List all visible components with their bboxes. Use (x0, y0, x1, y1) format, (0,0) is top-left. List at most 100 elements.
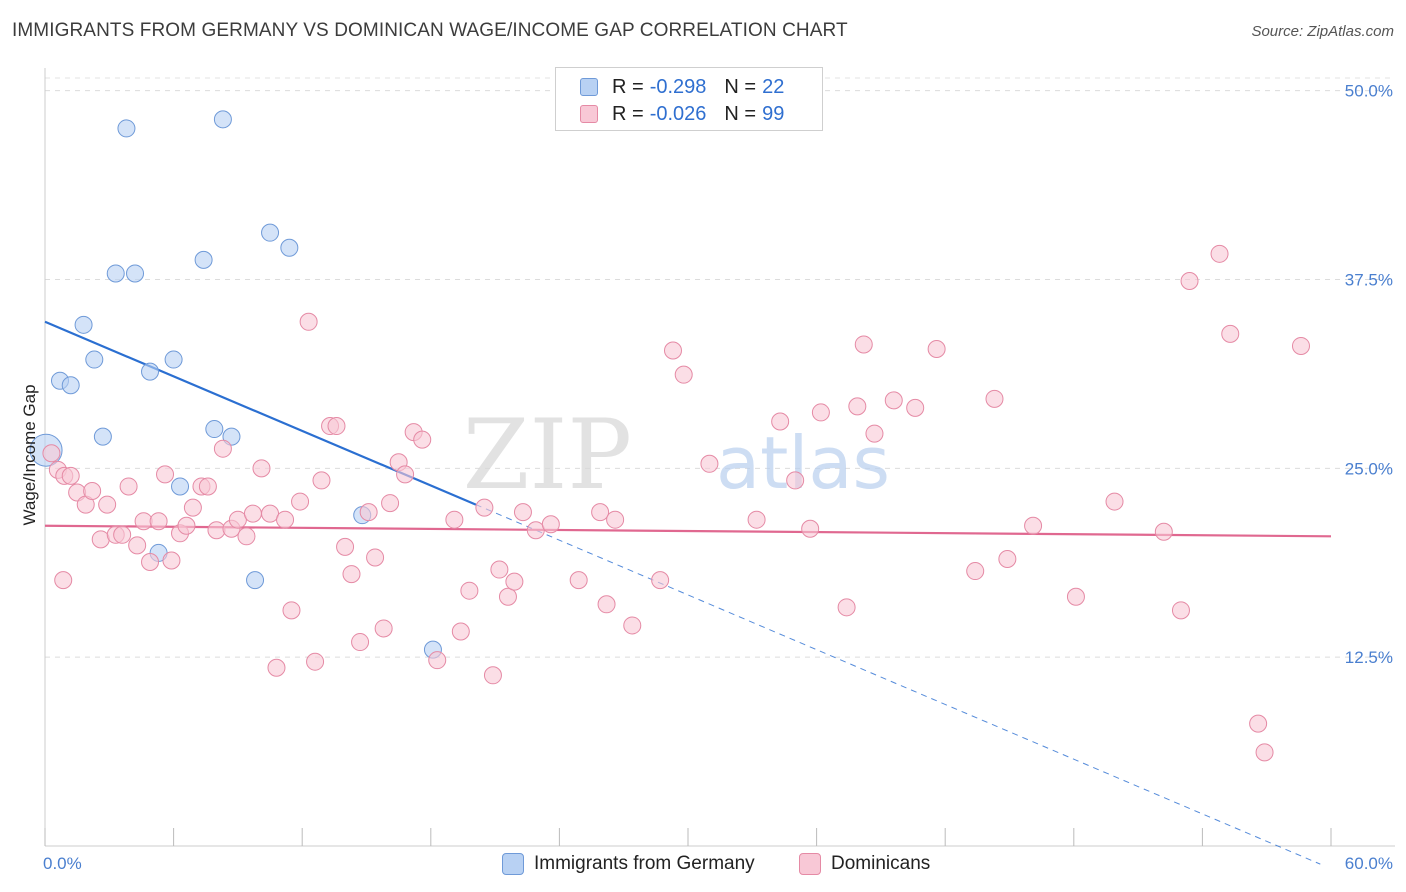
dominicans-point (299, 312, 318, 331)
dominicans-point (865, 424, 884, 443)
y-axis-label: Wage/Income Gap (20, 384, 39, 525)
watermark-atlas: atlas (716, 421, 890, 505)
legend-swatch-dominicans (799, 853, 821, 875)
germany-point (194, 250, 213, 269)
dominicans-point (663, 341, 682, 360)
germany-point (141, 362, 160, 381)
correlation-legend: R = -0.298 N = 22 R = -0.026 N = 99 (555, 67, 823, 131)
y-tick-label: 12.5% (1345, 648, 1393, 667)
dominicans-point (336, 537, 355, 556)
dominicans-point (198, 477, 217, 496)
legend-row-germany: R = -0.298 N = 22 (580, 74, 784, 100)
legend-n-label: N = (724, 102, 757, 125)
dominicans-point (276, 510, 295, 529)
dominicans-point (162, 551, 181, 570)
legend-item-germany[interactable]: Immigrants from Germany (502, 851, 755, 877)
dominicans-point (451, 622, 470, 641)
dominicans-point (569, 571, 588, 590)
dominicans-point (854, 335, 873, 354)
x-tick-label: 0.0% (43, 854, 82, 873)
germany-point (85, 350, 104, 369)
germany-point (93, 427, 112, 446)
dominicans-point (966, 562, 985, 581)
dominicans-point (351, 633, 370, 652)
germany-point (74, 315, 93, 334)
dominicans-point (884, 391, 903, 410)
trend-lines (44, 320, 1332, 865)
dominicans-point (1210, 244, 1229, 263)
dominicans-point (1066, 587, 1085, 606)
legend-swatch-dominicans (580, 105, 598, 123)
dominicans-trend-line (44, 524, 1332, 538)
dominicans-point (156, 465, 175, 484)
dominicans-point (228, 510, 247, 529)
germany-point (126, 264, 145, 283)
dominicans-point (837, 598, 856, 617)
dominicans-point (1180, 272, 1199, 291)
germany-point (261, 223, 280, 242)
dominicans-point (651, 571, 670, 590)
dominicans-point (786, 471, 805, 490)
dominicans-point (1221, 324, 1240, 343)
dominicans-point (98, 495, 117, 514)
dominicans-point (61, 466, 80, 485)
dominicans-point (498, 587, 517, 606)
dominicans-point (1105, 492, 1124, 511)
legend-swatch-germany (580, 78, 598, 96)
dominicans-point (811, 403, 830, 422)
germany-point (61, 376, 80, 395)
germany-point (171, 477, 190, 496)
dominicans-point (381, 494, 400, 513)
legend-item-dominicans[interactable]: Dominicans (799, 851, 930, 877)
dominicans-point (801, 519, 820, 538)
gridlines (45, 77, 1395, 658)
dominicans-point (906, 398, 925, 417)
dominicans-point (927, 339, 946, 358)
dominicans-point (207, 521, 226, 540)
chart-source: Source: ZipAtlas.com (1251, 23, 1394, 40)
legend-r-value: -0.026 (649, 102, 707, 125)
dominicans-point (591, 503, 610, 522)
dominicans-point (483, 666, 502, 685)
dominicans-point (282, 601, 301, 620)
dominicans-point (261, 504, 280, 523)
dominicans-point (413, 430, 432, 449)
data-points (29, 110, 1310, 762)
legend-r-value: -0.298 (649, 75, 707, 98)
series-dominicans (42, 244, 1310, 762)
germany-point (106, 264, 125, 283)
dominicans-point (505, 572, 524, 591)
dominicans-point (674, 365, 693, 384)
legend-swatch-germany (502, 853, 524, 875)
watermark: ZIP atlas (463, 399, 890, 511)
dominicans-point (243, 504, 262, 523)
dominicans-point (306, 652, 325, 671)
germany-point (164, 350, 183, 369)
dominicans-point (327, 417, 346, 436)
dominicans-point (985, 389, 1004, 408)
dominicans-point (1154, 522, 1173, 541)
dominicans-point (141, 552, 160, 571)
legend-r-label: R = (612, 102, 644, 125)
watermark-zip: ZIP (463, 399, 632, 511)
dominicans-point (342, 565, 361, 584)
legend-r-label: R = (612, 75, 644, 98)
dominicans-point (91, 530, 110, 549)
legend-n-label: N = (724, 75, 757, 98)
x-tick-label: 60.0% (1345, 854, 1393, 873)
dominicans-point (541, 515, 560, 534)
dominicans-point (119, 477, 138, 496)
dominicans-point (374, 619, 393, 638)
germany-trend-extension (475, 504, 1321, 865)
dominicans-point (396, 465, 415, 484)
series-germany (29, 110, 442, 659)
dominicans-point (428, 651, 447, 670)
dominicans-point (83, 481, 102, 500)
legend-label-dominicans: Dominicans (831, 853, 931, 874)
dominicans-point (700, 454, 719, 473)
dominicans-point (475, 498, 494, 517)
dominicans-point (252, 459, 271, 478)
dominicans-point (597, 595, 616, 614)
dominicans-point (606, 510, 625, 529)
dominicans-point (177, 516, 196, 535)
